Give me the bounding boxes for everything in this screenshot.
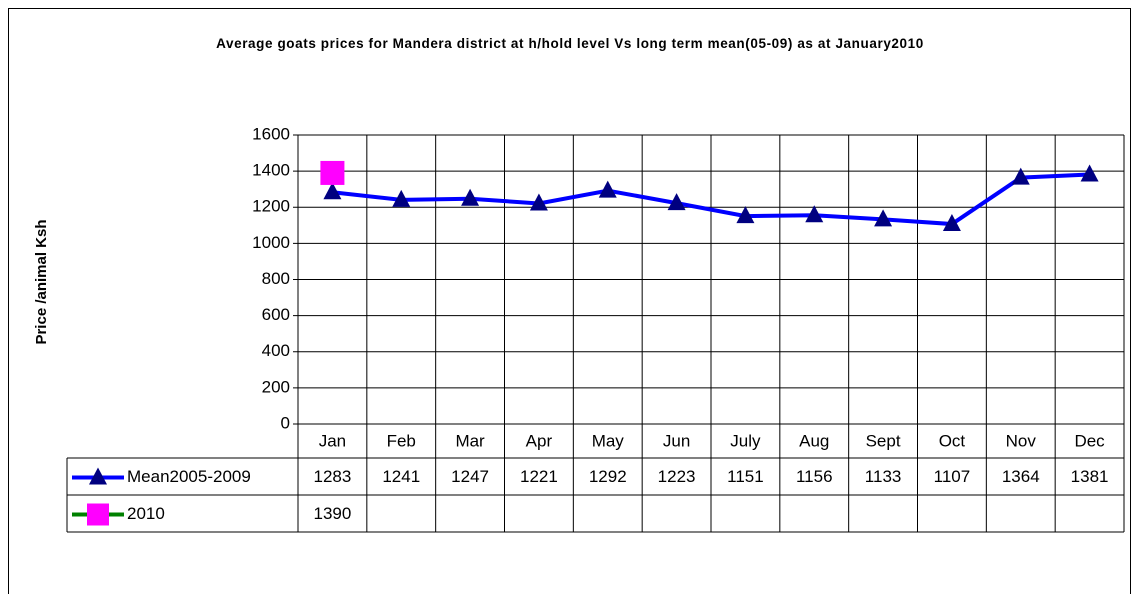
x-tick-label: Oct bbox=[939, 431, 966, 450]
y-tick-label: 800 bbox=[262, 269, 290, 288]
data-point bbox=[461, 188, 480, 206]
y-axis-label: Price /animal Ksh bbox=[33, 219, 50, 344]
table-value: 1247 bbox=[451, 467, 489, 486]
y-tick-label: 0 bbox=[281, 413, 290, 432]
x-tick-label: Sept bbox=[866, 431, 901, 450]
y-tick-label: 200 bbox=[262, 377, 290, 396]
x-tick-label: Mar bbox=[455, 431, 485, 450]
x-tick-label: Dec bbox=[1074, 431, 1105, 450]
x-tick-label: Feb bbox=[387, 431, 416, 450]
y-tick-label: 400 bbox=[262, 341, 290, 360]
chart-title: Average goats prices for Mandera distric… bbox=[216, 36, 924, 51]
table-value: 1223 bbox=[658, 467, 696, 486]
data-point bbox=[1011, 167, 1030, 185]
data-point bbox=[667, 193, 686, 211]
x-tick-label: Aug bbox=[799, 431, 829, 450]
data-point bbox=[805, 205, 824, 223]
table-value: 1221 bbox=[520, 467, 558, 486]
x-tick-label: July bbox=[730, 431, 761, 450]
table-value: 1283 bbox=[314, 467, 352, 486]
table-value: 1156 bbox=[796, 467, 833, 486]
y-tick-label: 1200 bbox=[252, 197, 290, 216]
data-point bbox=[598, 180, 617, 198]
x-tick-label: Nov bbox=[1006, 431, 1037, 450]
table-value: 1292 bbox=[589, 467, 627, 486]
data-point bbox=[392, 189, 411, 207]
x-tick-label: Apr bbox=[526, 431, 553, 450]
data-point bbox=[942, 214, 961, 232]
legend-marker bbox=[87, 503, 109, 526]
data-point bbox=[736, 206, 755, 224]
table-value: 1107 bbox=[934, 467, 971, 486]
x-tick-label: Jun bbox=[663, 431, 690, 450]
data-point bbox=[323, 182, 342, 200]
y-tick-label: 1400 bbox=[252, 161, 290, 180]
legend-label: 2010 bbox=[127, 504, 165, 523]
y-tick-label: 1000 bbox=[252, 233, 290, 252]
table-value: 1151 bbox=[727, 467, 764, 486]
chart-border bbox=[8, 8, 1131, 594]
table-value: 1133 bbox=[865, 467, 902, 486]
table-value: 1381 bbox=[1071, 467, 1109, 486]
x-tick-label: Jan bbox=[319, 431, 346, 450]
legend-label: Mean2005-2009 bbox=[127, 467, 251, 486]
table-value: 1241 bbox=[382, 467, 420, 486]
data-point bbox=[320, 160, 345, 185]
data-point bbox=[874, 209, 893, 227]
legend-marker bbox=[89, 467, 107, 485]
table-value: 1390 bbox=[314, 504, 352, 523]
data-point bbox=[529, 193, 548, 211]
series-line bbox=[332, 172, 1090, 227]
y-tick-label: 1600 bbox=[252, 124, 290, 143]
x-tick-label: May bbox=[592, 431, 625, 450]
y-tick-label: 600 bbox=[262, 305, 290, 324]
table-value: 1364 bbox=[1002, 467, 1040, 486]
data-point bbox=[1080, 164, 1099, 182]
